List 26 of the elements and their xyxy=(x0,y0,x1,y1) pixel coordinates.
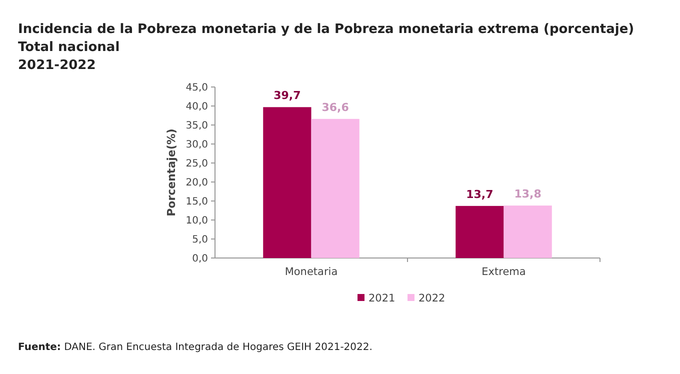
y-tick-label: 45,0 xyxy=(186,82,208,94)
bar xyxy=(311,118,360,258)
bar xyxy=(456,206,504,258)
y-tick-label: 20,0 xyxy=(186,178,208,188)
source-note: Fuente: DANE. Gran Encuesta Integrada de Hogares GEIH 2021-2022. xyxy=(18,342,372,353)
data-label: 13,7 xyxy=(466,188,494,201)
bar xyxy=(263,107,312,258)
data-label: 39,7 xyxy=(274,89,301,102)
chart-title: Incidencia de la Pobreza monetaria y de la Pobreza monetaria extrema (porcentaje) xyxy=(18,22,634,37)
y-tick-label: 10,0 xyxy=(186,216,208,226)
y-axis-title: Porcentaje(%) xyxy=(165,128,178,216)
y-tick-label: 5,0 xyxy=(192,234,208,246)
data-label: 36,6 xyxy=(322,100,350,114)
legend-label: 2021 xyxy=(368,292,396,305)
y-tick-label: 15,0 xyxy=(186,196,208,208)
data-label: 13,8 xyxy=(514,188,542,201)
y-tick-label: 40,0 xyxy=(186,102,208,112)
y-tick-label: 25,0 xyxy=(186,158,208,170)
legend-label: 2022 xyxy=(418,292,446,305)
y-tick-label: 30,0 xyxy=(186,140,208,150)
x-tick-label: Extrema xyxy=(482,266,526,278)
bar xyxy=(504,206,552,258)
y-tick-label: 0,0 xyxy=(192,254,208,264)
y-tick-label: 35,0 xyxy=(186,120,208,132)
text: Total nacional 2021-2022 xyxy=(18,40,120,73)
x-tick-label: Monetaria xyxy=(284,266,338,278)
